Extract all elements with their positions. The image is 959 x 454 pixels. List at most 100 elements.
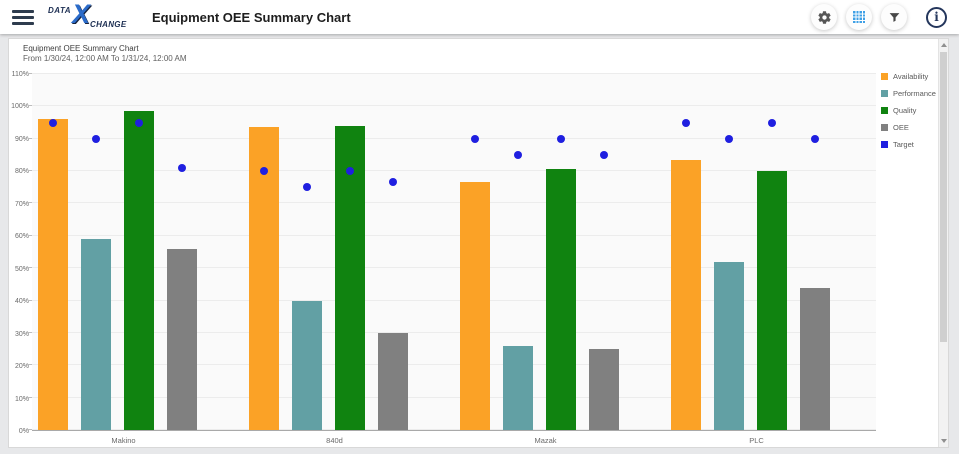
target-dot-oee-840d: [389, 178, 397, 187]
hamburger-menu-icon[interactable]: [12, 9, 34, 25]
gridline: [28, 137, 876, 139]
filter-funnel-icon[interactable]: [881, 4, 907, 30]
gridline: [28, 234, 876, 236]
bar-availability-mazak: [460, 182, 490, 430]
chart-title: Equipment OEE Summary Chart: [23, 44, 139, 53]
y-axis-tick-label: 10%: [14, 395, 29, 403]
target-dot-performance-makino: [92, 134, 100, 143]
scrollbar-up-arrow-icon[interactable]: [939, 39, 949, 51]
header-actions: i: [811, 4, 947, 30]
y-axis-tick-label: 110%: [11, 71, 29, 78]
scrollbar-thumb[interactable]: [940, 52, 947, 342]
gridline: [28, 331, 876, 333]
settings-gear-icon[interactable]: [811, 4, 837, 30]
app-header: DATA X CHANGE Equipment OEE Summary Char…: [0, 0, 959, 34]
bar-group-makino: [32, 74, 243, 430]
legend-item-performance[interactable]: Performance: [881, 89, 939, 98]
legend-label: Quality: [893, 106, 917, 115]
info-icon[interactable]: i: [926, 6, 947, 28]
x-axis-label-mazak: Mazak: [534, 436, 557, 445]
legend-marker-icon: [881, 124, 888, 131]
legend-item-quality[interactable]: Quality: [881, 106, 939, 115]
bar-oee-840d: [378, 332, 408, 430]
target-dot-quality-840d: [346, 167, 354, 176]
target-dot-oee-mazak: [600, 150, 608, 159]
legend-label: Performance: [893, 89, 936, 98]
bar-oee-mazak: [589, 349, 619, 430]
legend-label: Target: [893, 140, 914, 149]
logo-text-change: CHANGE: [90, 20, 127, 29]
y-axis-tick-label: 90%: [14, 135, 29, 143]
grid-view-icon[interactable]: [846, 4, 872, 30]
bar-oee-plc: [800, 287, 830, 430]
plot-area: [28, 73, 876, 431]
bar-quality-840d: [335, 125, 365, 430]
bar-performance-plc: [714, 261, 744, 430]
scrollbar-down-arrow-icon[interactable]: [939, 435, 949, 447]
gridline: [28, 429, 876, 430]
target-dot-oee-makino: [178, 163, 186, 172]
target-dot-quality-plc: [768, 118, 776, 127]
target-dot-availability-plc: [682, 118, 690, 127]
y-axis-tick-label: 70%: [14, 200, 29, 208]
legend-item-target[interactable]: Target: [881, 140, 939, 149]
dataxchange-logo[interactable]: DATA X CHANGE: [48, 0, 134, 32]
y-axis-tick-label: 80%: [14, 168, 29, 176]
gridline: [28, 267, 876, 269]
y-axis-tick-label: 50%: [14, 265, 29, 273]
bar-availability-840d: [249, 127, 279, 430]
target-dot-availability-makino: [49, 118, 57, 127]
y-axis-labels: 0% 10% 20% 30% 40% 50% 60% 70% 80% 90% 100% 110%: [9, 71, 30, 435]
target-dot-availability-840d: [260, 167, 268, 176]
bar-quality-plc: [757, 171, 787, 430]
gridline: [28, 364, 876, 366]
chart-legend: Availability Performance Quality OEE Target: [881, 72, 939, 157]
y-axis-tick-label: 40%: [14, 298, 29, 306]
gridline: [28, 73, 876, 74]
legend-marker-icon: [881, 73, 888, 80]
target-dot-quality-makino: [135, 118, 143, 127]
target-dot-availability-mazak: [471, 134, 479, 143]
y-axis-tick-label: 100%: [11, 103, 29, 111]
bar-group-plc: [665, 74, 876, 430]
bar-quality-mazak: [546, 169, 576, 430]
target-dot-performance-840d: [303, 183, 311, 192]
legend-marker-icon: [881, 107, 888, 114]
legend-marker-icon: [881, 90, 888, 97]
gridline: [28, 202, 876, 204]
y-axis-tick-label: 30%: [14, 330, 29, 338]
target-dot-performance-mazak: [514, 150, 522, 159]
bar-performance-makino: [81, 239, 111, 430]
x-axis-label-makino: Makino: [111, 436, 136, 445]
chart-header: Equipment OEE Summary Chart From 1/30/24…: [23, 44, 187, 64]
bar-group-840d: [243, 74, 454, 430]
bar-availability-plc: [671, 159, 701, 430]
bar-performance-mazak: [503, 345, 533, 430]
y-axis-tick-label: 20%: [14, 363, 29, 371]
legend-label: OEE: [893, 123, 909, 132]
gridline: [28, 170, 876, 172]
page-title: Equipment OEE Summary Chart: [152, 9, 351, 25]
legend-label: Availability: [893, 72, 929, 81]
bar-group-mazak: [454, 74, 665, 430]
bar-quality-makino: [124, 111, 154, 430]
target-dot-quality-mazak: [557, 134, 565, 143]
bar-availability-makino: [38, 119, 68, 430]
logo-text-x: X: [72, 0, 91, 29]
target-dot-oee-plc: [811, 134, 819, 143]
gridline: [28, 396, 876, 398]
x-axis-label-840d: 840d: [326, 436, 343, 445]
chart-subtitle: From 1/30/24, 12:00 AM To 1/31/24, 12:00…: [23, 54, 187, 63]
bar-performance-840d: [292, 300, 322, 430]
legend-item-oee[interactable]: OEE: [881, 123, 939, 132]
gridline: [28, 299, 876, 301]
y-axis-tick-label: 60%: [14, 233, 29, 241]
target-dot-performance-plc: [725, 134, 733, 143]
legend-item-availability[interactable]: Availability: [881, 72, 939, 81]
vertical-scrollbar[interactable]: [938, 39, 948, 447]
gridline: [28, 105, 876, 107]
logo-text-data: DATA: [48, 6, 72, 15]
chart-card: Equipment OEE Summary Chart From 1/30/24…: [8, 38, 949, 448]
legend-marker-icon: [881, 141, 888, 148]
x-axis-label-plc: PLC: [749, 436, 764, 445]
